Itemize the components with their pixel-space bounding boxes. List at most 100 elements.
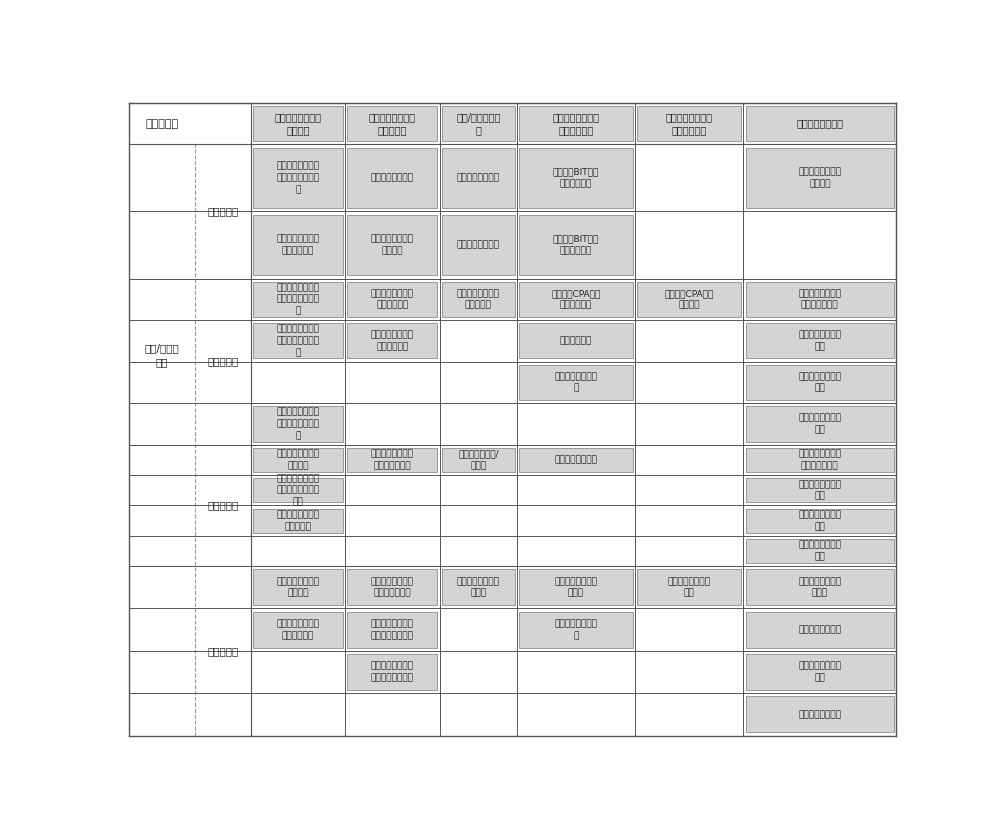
Bar (746, 281, 894, 317)
Bar (253, 148, 343, 208)
Text: 传输层功能: 传输层功能 (207, 357, 238, 367)
Bar (637, 281, 741, 317)
Bar (637, 569, 741, 605)
Text: 控制软件在线更新: 控制软件在线更新 (796, 119, 843, 129)
Text: 更新设备控制软件: 更新设备控制软件 (798, 710, 841, 719)
Text: 发送触发的飞机功
能系统开关状态消
息: 发送触发的飞机功 能系统开关状态消 息 (276, 283, 319, 315)
Text: 显示故障信息更新
过程: 显示故障信息更新 过程 (798, 480, 841, 500)
Bar (746, 478, 894, 502)
Text: 接收构型状态更新
消息: 接收构型状态更新 消息 (798, 372, 841, 393)
Text: 更新显示屏亮度调
节参数: 更新显示屏亮度调 节参数 (798, 577, 841, 598)
Text: 存储当前设备级故
障状态: 存储当前设备级故 障状态 (555, 577, 598, 598)
Text: 发送周期性飞机功
能系统开关状态消
息: 发送周期性飞机功 能系统开关状态消 息 (276, 325, 319, 357)
Bar (746, 539, 894, 563)
Text: 显示层功能: 显示层功能 (207, 500, 238, 510)
Bar (253, 407, 343, 442)
Text: 存储飞机功能系统
开关当前状态信息: 存储飞机功能系统 开关当前状态信息 (371, 619, 414, 640)
Text: 显示飞机功能系统
界面中的开关控件
状态: 显示飞机功能系统 界面中的开关控件 状态 (276, 474, 319, 506)
Bar (442, 148, 515, 208)
Text: 检测触摸动作输入: 检测触摸动作输入 (371, 173, 414, 183)
Text: 发送触控CPA故障
检测结果消息: 发送触控CPA故障 检测结果消息 (551, 289, 601, 310)
Bar (442, 569, 515, 605)
Text: 检测持续BIT项目
（运行阶段）: 检测持续BIT项目 （运行阶段） (553, 235, 599, 256)
Bar (253, 478, 343, 502)
Bar (519, 106, 633, 141)
Bar (253, 448, 343, 472)
Text: 自动/手动调节亮
度: 自动/手动调节亮 度 (456, 112, 501, 135)
Text: 发送驾驶舱调光控
制指令消息: 发送驾驶舱调光控 制指令消息 (457, 289, 500, 310)
Bar (347, 324, 437, 359)
Text: 检测光传感器输入: 检测光传感器输入 (457, 241, 500, 250)
Text: 存储飞机功能系统
开关初始状态: 存储飞机功能系统 开关初始状态 (276, 619, 319, 640)
Text: 检测地面支持设备
是否在线: 检测地面支持设备 是否在线 (798, 168, 841, 188)
Bar (519, 569, 633, 605)
Bar (746, 509, 894, 533)
Bar (519, 281, 633, 317)
Text: 飞机层功能: 飞机层功能 (145, 119, 178, 129)
Bar (746, 407, 894, 442)
Text: 更新设备故障信息: 更新设备故障信息 (798, 625, 841, 634)
Bar (519, 148, 633, 208)
Bar (746, 106, 894, 141)
Text: 更新设备构型状态
信息: 更新设备构型状态 信息 (798, 662, 841, 682)
Text: 调节显示屏亮度/
对比度: 调节显示屏亮度/ 对比度 (458, 450, 499, 471)
Text: 触摸操作飞机功能
系统开关控件: 触摸操作飞机功能 系统开关控件 (276, 235, 319, 256)
Bar (253, 324, 343, 359)
Text: 存储飞机功能系统
界面信息: 存储飞机功能系统 界面信息 (276, 577, 319, 598)
Text: 检测消息超时: 检测消息超时 (560, 336, 592, 345)
Text: 确认触摸动作输入
的有效性: 确认触摸动作输入 的有效性 (371, 235, 414, 256)
Bar (519, 448, 633, 472)
Bar (253, 106, 343, 141)
Text: 接收触发的飞机功
能系统开关状态消
息: 接收触发的飞机功 能系统开关状态消 息 (276, 408, 319, 440)
Text: 接收设备软件更新
消息: 接收设备软件更新 消息 (798, 413, 841, 434)
Bar (746, 569, 894, 605)
Bar (442, 106, 515, 141)
Bar (253, 569, 343, 605)
Text: 存储设备构型状态
信息: 存储设备构型状态 信息 (668, 577, 711, 598)
Text: 发送触控CPA构型
状态消息: 发送触控CPA构型 状态消息 (665, 289, 714, 310)
Bar (347, 148, 437, 208)
Text: 接收故障信息更新
消息: 接收故障信息更新 消息 (798, 330, 841, 351)
Text: 存储飞机功能系统
反馈的状态信息: 存储飞机功能系统 反馈的状态信息 (371, 577, 414, 598)
Bar (347, 569, 437, 605)
Text: 解析飞机功能系统
状态反馈信息: 解析飞机功能系统 状态反馈信息 (371, 330, 414, 351)
Bar (347, 612, 437, 647)
Bar (253, 612, 343, 647)
Text: 显示设备软件更新
过程: 显示设备软件更新 过程 (798, 540, 841, 561)
Bar (347, 281, 437, 317)
Bar (746, 365, 894, 400)
Bar (746, 612, 894, 647)
Text: 应用层功能: 应用层功能 (207, 207, 238, 217)
Bar (253, 281, 343, 317)
Text: 显示各个飞机功能
系统界面: 显示各个飞机功能 系统界面 (276, 450, 319, 471)
Bar (746, 448, 894, 472)
Text: 图形化反馈飞机功
能系统状态: 图形化反馈飞机功 能系统状态 (369, 112, 416, 135)
Bar (746, 696, 894, 732)
Text: 触摸选择需要操作
的飞机功能系统界
面: 触摸选择需要操作 的飞机功能系统界 面 (276, 162, 319, 194)
Text: 检测手动调节输入: 检测手动调节输入 (457, 173, 500, 183)
Text: 存储层功能: 存储层功能 (207, 646, 238, 656)
Bar (347, 106, 437, 141)
Text: 系统/设备层
功能: 系统/设备层 功能 (144, 344, 179, 367)
Text: 显示当前故障信息: 显示当前故障信息 (555, 456, 598, 465)
Bar (519, 215, 633, 276)
Bar (746, 654, 894, 690)
Bar (347, 215, 437, 276)
Text: 报告触控式控制板
组件构型状态: 报告触控式控制板 组件构型状态 (666, 112, 713, 135)
Text: 显示飞机功能系统
状态的图形反馈: 显示飞机功能系统 状态的图形反馈 (371, 450, 414, 471)
Bar (442, 215, 515, 276)
Bar (442, 448, 515, 472)
Bar (253, 215, 343, 276)
Bar (746, 148, 894, 208)
Bar (519, 365, 633, 400)
Text: 报告触控式控制板
组件工作状态: 报告触控式控制板 组件工作状态 (553, 112, 600, 135)
Bar (347, 654, 437, 690)
Bar (347, 448, 437, 472)
Bar (746, 324, 894, 359)
Text: 检测消息数据有效
性: 检测消息数据有效 性 (555, 372, 598, 393)
Bar (637, 106, 741, 141)
Text: 检测上电BIT项目
（启动阶段）: 检测上电BIT项目 （启动阶段） (553, 168, 599, 188)
Text: 同步飞机功能系统
开关当前状态信息: 同步飞机功能系统 开关当前状态信息 (371, 662, 414, 682)
Text: 接收飞机功能系统
状态反馈消息: 接收飞机功能系统 状态反馈消息 (371, 289, 414, 310)
Text: 存储设备级故障信
息: 存储设备级故障信 息 (555, 619, 598, 640)
